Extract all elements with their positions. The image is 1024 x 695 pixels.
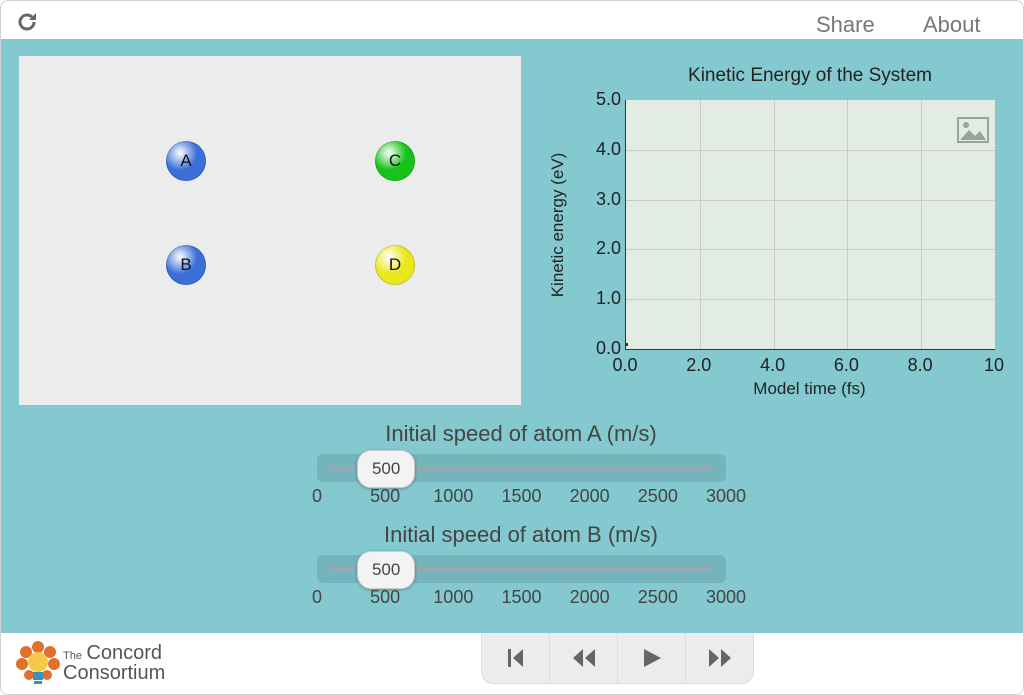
slider-tick-label: 2000	[569, 587, 610, 607]
slider-b-line	[329, 568, 714, 570]
step-back-button[interactable]	[550, 633, 618, 683]
slider-a-track[interactable]: 500	[317, 450, 726, 488]
y-tick-label: 1.0	[595, 288, 621, 309]
slider-tick-label: 500	[370, 486, 401, 506]
slider-a-line	[329, 467, 714, 469]
x-tick-label: 2.0	[686, 355, 712, 375]
slider-tick-label: 2500	[637, 587, 678, 607]
slider-a-handle[interactable]: 500	[357, 450, 416, 488]
image-export-icon[interactable]	[957, 117, 989, 143]
slider-tick-label: 500	[370, 587, 401, 607]
atom-c-label: C	[388, 151, 402, 170]
concord-logo-icon	[16, 641, 60, 684]
about-link[interactable]: About	[923, 12, 981, 37]
x-tick-label: 0.0	[612, 355, 638, 375]
grid-line-vertical	[699, 100, 701, 349]
brand-concord: Concord	[86, 642, 163, 664]
slider-tick-label: 1000	[433, 486, 474, 506]
brand-the: The	[63, 650, 82, 662]
reset-button[interactable]	[482, 633, 550, 683]
x-tick-label: 4.0	[760, 355, 786, 375]
grid-line-horizontal	[626, 299, 995, 301]
share-link[interactable]: Share	[816, 12, 875, 37]
grid-line-vertical	[847, 100, 849, 349]
slider-tick-label: 0	[311, 486, 322, 506]
graph-plot-area[interactable]	[625, 100, 995, 350]
y-tick-label: 2.0	[595, 238, 621, 259]
slider-tick-label: 1500	[501, 486, 542, 506]
y-axis-label: Kinetic energy (eV)	[548, 152, 567, 298]
graph-title: Kinetic Energy of the System	[688, 65, 932, 86]
series-point	[626, 343, 628, 346]
grid-line-horizontal	[626, 249, 995, 251]
atom-c[interactable]: C	[375, 141, 415, 181]
top-bar: Share About	[1, 1, 1023, 39]
grid-line-horizontal	[626, 149, 995, 151]
atom-a-label: A	[180, 151, 192, 170]
play-button[interactable]	[618, 633, 686, 683]
x-tick-label: 8.0	[907, 355, 933, 375]
grid-line-vertical	[773, 100, 775, 349]
y-tick-label: 4.0	[595, 138, 621, 159]
slider-b-handle[interactable]: 500	[357, 551, 416, 589]
atom-b[interactable]: B	[166, 245, 206, 285]
footer: The Concord Consortium	[1, 633, 1023, 694]
step-back-icon	[572, 649, 595, 667]
x-axis-label: Model time (fs)	[753, 379, 866, 398]
slider-tick-label: 0	[311, 587, 322, 607]
x-tick-label: 10	[983, 355, 1005, 375]
slider-tick-label: 2500	[637, 486, 678, 506]
x-tick-label: 6.0	[833, 355, 859, 375]
atom-d[interactable]: D	[375, 245, 415, 285]
grid-line-vertical	[921, 100, 923, 349]
playback-controls	[481, 633, 754, 684]
reload-icon[interactable]	[15, 10, 39, 34]
slider-tick-label: 3000	[705, 486, 747, 506]
brand-text: The Concord Consortium	[63, 642, 166, 684]
play-icon	[643, 649, 661, 667]
step-forward-button[interactable]	[686, 633, 753, 683]
reset-icon	[507, 649, 523, 667]
slider-tick-label: 1500	[501, 587, 542, 607]
slider-tick-label: 2000	[569, 486, 610, 506]
y-tick-label: 3.0	[595, 188, 621, 209]
interactive-area: A B C D Kinetic Energy of the System 5.0…	[1, 39, 1023, 633]
y-tick-label: 5.0	[595, 89, 621, 109]
slider-a-label: Initial speed of atom A (m/s)	[385, 421, 657, 446]
slider-b-track[interactable]: 500	[317, 551, 726, 589]
molecule-view[interactable]: A B C D	[19, 56, 521, 405]
step-forward-icon	[708, 649, 731, 667]
atom-d-label: D	[388, 255, 402, 274]
slider-tick-label: 1000	[433, 587, 474, 607]
atom-a[interactable]: A	[166, 141, 206, 181]
grid-line-horizontal	[626, 199, 995, 201]
slider-b-label: Initial speed of atom B (m/s)	[384, 522, 658, 547]
brand-consortium: Consortium	[63, 662, 166, 684]
y-tick-label: 0.0	[595, 338, 621, 358]
slider-tick-label: 3000	[705, 587, 747, 607]
atom-b-label: B	[180, 255, 192, 274]
